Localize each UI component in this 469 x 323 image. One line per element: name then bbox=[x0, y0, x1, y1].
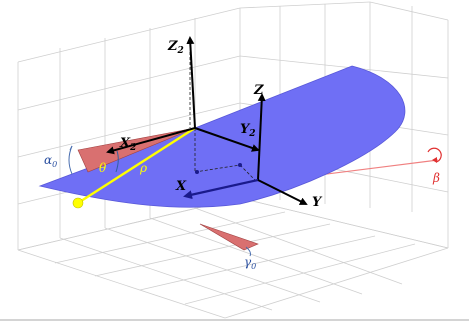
gamma-label: γ0 bbox=[244, 255, 256, 271]
alpha-wedge bbox=[77, 127, 196, 173]
z2-axis-arrow bbox=[186, 36, 196, 129]
y2-axis-arrow bbox=[194, 127, 260, 152]
z-axis-arrow bbox=[257, 93, 266, 181]
beta-rotation-arrowhead bbox=[432, 157, 437, 163]
theta-angle-mark bbox=[115, 150, 119, 173]
rho-endpoint bbox=[72, 197, 84, 209]
theta-label: θ bbox=[99, 161, 107, 175]
rho-label: ρ bbox=[139, 161, 147, 175]
gamma-wedge bbox=[199, 223, 259, 251]
beta-label: β bbox=[432, 171, 440, 185]
x2-label: X2 bbox=[119, 136, 136, 153]
gamma-angle-mark bbox=[245, 246, 251, 257]
x-axis-arrow bbox=[183, 178, 259, 200]
alpha-label: α0 bbox=[44, 153, 57, 169]
y-label: Y bbox=[312, 195, 323, 210]
beta-rotation-icon bbox=[427, 147, 442, 163]
z-label: Z bbox=[253, 83, 264, 98]
y2-label: Y2 bbox=[240, 122, 256, 139]
z2-label: Z2 bbox=[167, 39, 184, 56]
x2-axis-arrow bbox=[106, 127, 196, 155]
projection-dot-b bbox=[238, 163, 242, 167]
x-label: X bbox=[175, 179, 187, 194]
y-axis-arrow bbox=[257, 179, 308, 205]
alpha-angle-mark bbox=[68, 145, 73, 175]
projection-dashes bbox=[189, 52, 256, 181]
projection-dot-a bbox=[195, 170, 199, 174]
rho-line bbox=[77, 126, 196, 205]
